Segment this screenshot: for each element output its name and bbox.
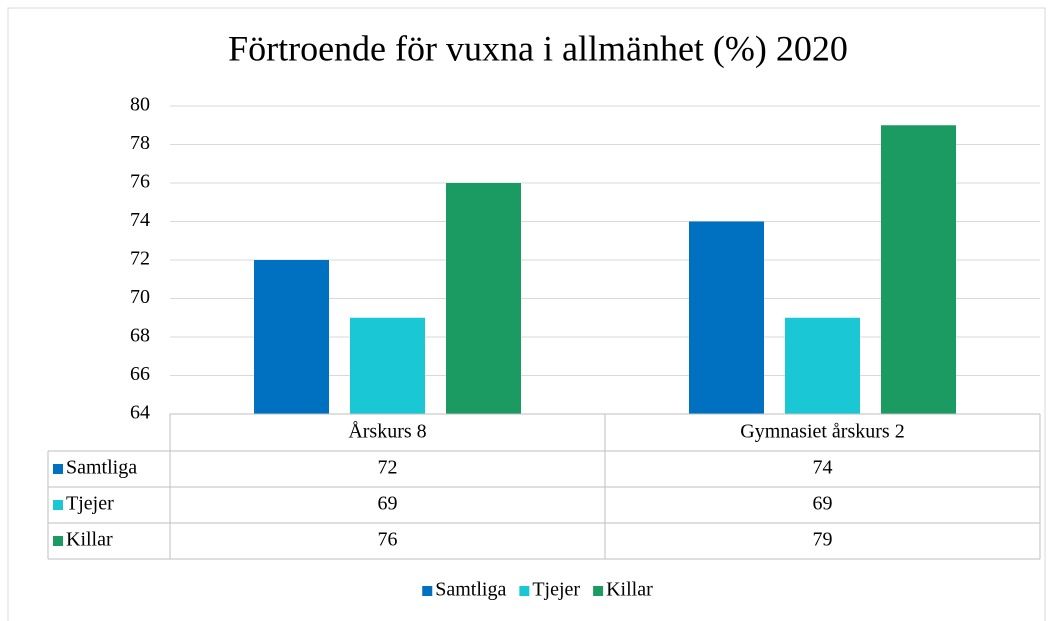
bar xyxy=(689,221,764,414)
x-tick-label: Gymnasiet årskurs 2 xyxy=(740,421,904,443)
bar xyxy=(785,317,860,414)
x-tick-label: Årskurs 8 xyxy=(348,421,426,443)
table-cell: 76 xyxy=(378,529,398,551)
table-cell: 72 xyxy=(378,457,398,479)
legend-key xyxy=(422,586,433,596)
table-row-label: Tjejer xyxy=(66,493,114,515)
table-cell: 79 xyxy=(813,529,833,551)
y-tick-label: 74 xyxy=(130,209,150,231)
bar xyxy=(350,317,425,414)
legend-label: Samtliga xyxy=(435,579,506,601)
table-row-label: Killar xyxy=(66,529,113,551)
bar xyxy=(881,125,956,414)
table-legend-key xyxy=(53,464,63,474)
table-cell: 69 xyxy=(378,493,398,515)
y-tick-label: 72 xyxy=(130,248,150,270)
table-cell: 74 xyxy=(813,457,833,479)
legend-label: Tjejer xyxy=(532,579,580,601)
bar xyxy=(446,183,521,414)
chart-title: Förtroende för vuxna i allmänhet (%) 202… xyxy=(228,28,848,68)
y-tick-label: 80 xyxy=(130,94,150,116)
table-row-label: Samtliga xyxy=(66,457,137,479)
table-legend-key xyxy=(53,536,63,546)
legend-label: Killar xyxy=(606,579,653,601)
y-tick-label: 70 xyxy=(130,286,150,308)
bar xyxy=(254,260,329,414)
chart-frame xyxy=(7,7,1046,621)
y-tick-label: 66 xyxy=(130,363,150,385)
table-legend-key xyxy=(53,500,63,510)
y-tick-label: 64 xyxy=(130,402,150,424)
y-tick-label: 78 xyxy=(130,132,150,154)
legend-key xyxy=(593,586,604,596)
y-tick-label: 76 xyxy=(130,171,150,193)
y-tick-label: 68 xyxy=(130,325,150,347)
table-cell: 69 xyxy=(813,493,833,515)
legend-key xyxy=(519,586,530,596)
